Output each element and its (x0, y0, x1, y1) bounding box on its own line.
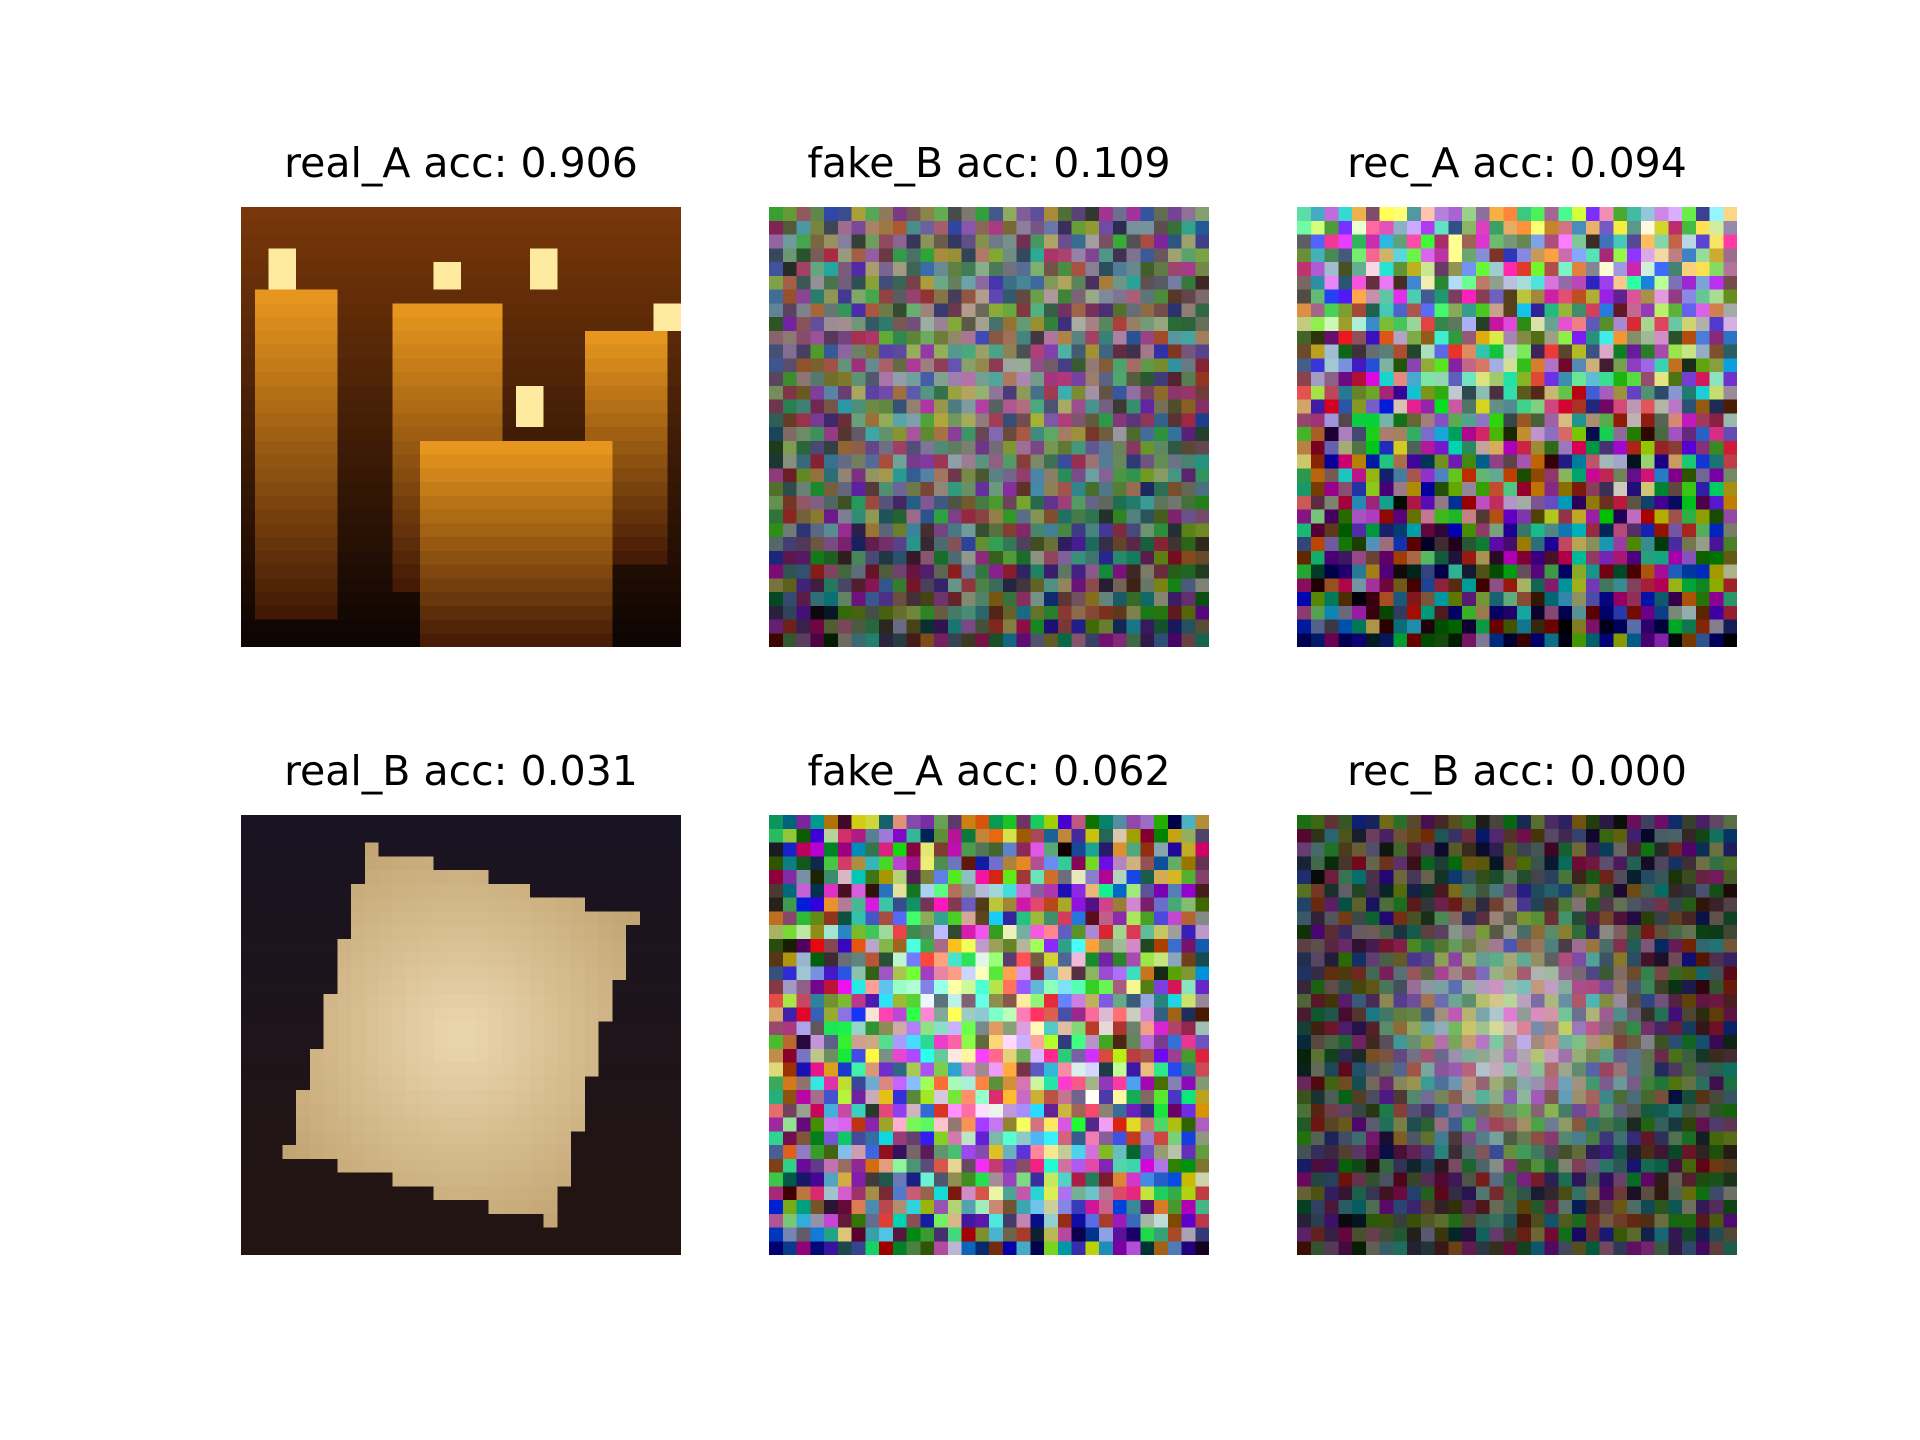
panel-title: fake_A acc: 0.062 (807, 747, 1171, 795)
panel-image (241, 207, 681, 647)
panel-image (241, 815, 681, 1255)
panel-title: fake_B acc: 0.109 (807, 139, 1171, 187)
panel-title: real_B acc: 0.031 (284, 747, 638, 795)
panel-image (769, 815, 1209, 1255)
panel-image (769, 207, 1209, 647)
panel-image (1297, 815, 1737, 1255)
panel-title: rec_A acc: 0.094 (1347, 139, 1687, 187)
panel-title: real_A acc: 0.906 (284, 139, 638, 187)
panel-title: rec_B acc: 0.000 (1347, 747, 1687, 795)
panel-image (1297, 207, 1737, 647)
